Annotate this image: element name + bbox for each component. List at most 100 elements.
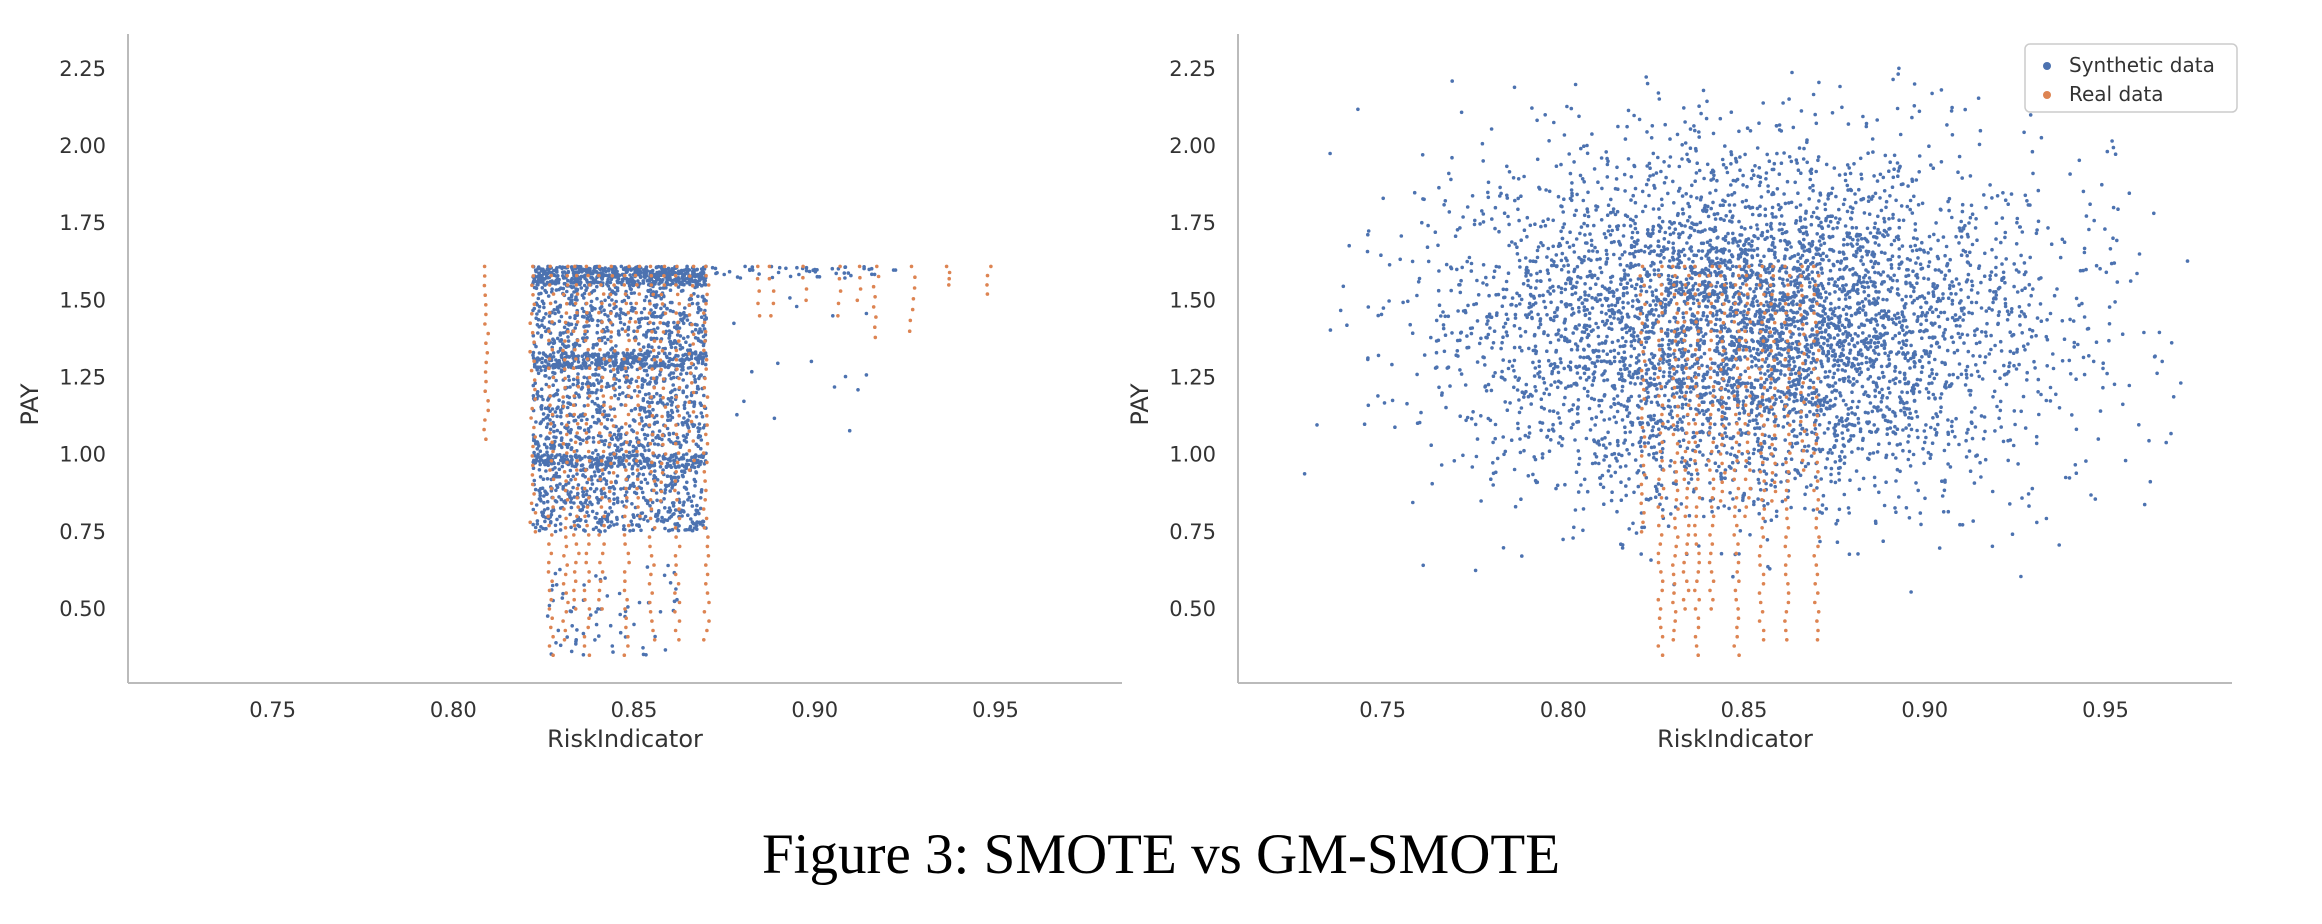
real-point (550, 440, 554, 445)
synthetic-point (1835, 518, 1840, 523)
synthetic-point (1585, 151, 1590, 156)
real-point (858, 287, 863, 291)
real-point (572, 449, 577, 454)
synthetic-point (586, 514, 591, 518)
real-point (574, 560, 578, 565)
synthetic-point (2137, 423, 2141, 427)
real-point (687, 303, 692, 308)
synthetic-point (2098, 409, 2103, 413)
synthetic-point (540, 286, 545, 290)
synthetic-point (1605, 378, 1610, 382)
synthetic-point (1830, 111, 1835, 115)
synthetic-point (558, 528, 563, 532)
real-point (703, 329, 708, 334)
real-point (703, 339, 707, 343)
synthetic-point (681, 321, 686, 326)
synthetic-point (673, 475, 678, 480)
synthetic-point (608, 280, 613, 285)
synthetic-point (613, 381, 617, 386)
real-point (550, 616, 554, 620)
real-point (600, 329, 604, 334)
synthetic-point (1747, 307, 1751, 312)
synthetic-point (646, 328, 651, 333)
synthetic-point (581, 493, 585, 498)
synthetic-point (1697, 411, 1702, 415)
synthetic-point (1483, 363, 1487, 367)
synthetic-point (1853, 412, 1857, 416)
synthetic-point (687, 527, 691, 532)
real-point (561, 404, 566, 409)
synthetic-point (2017, 362, 2021, 367)
synthetic-point (1546, 289, 1550, 294)
real-point (689, 361, 694, 366)
real-point (547, 588, 552, 593)
synthetic-point (1854, 200, 1858, 205)
synthetic-point (553, 571, 558, 576)
synthetic-point (658, 394, 663, 398)
real-point (547, 523, 551, 528)
synthetic-point (603, 329, 607, 334)
synthetic-point (620, 500, 624, 504)
synthetic-point (1770, 205, 1775, 210)
synthetic-point (1995, 404, 1999, 409)
synthetic-point (1601, 349, 1606, 353)
synthetic-point (1821, 251, 1825, 256)
synthetic-point (618, 307, 623, 312)
synthetic-point (2017, 225, 2022, 229)
synthetic-point (577, 454, 582, 459)
synthetic-point (1491, 341, 1496, 345)
synthetic-point (647, 392, 651, 396)
synthetic-point (542, 316, 546, 320)
synthetic-point (1877, 243, 1881, 247)
synthetic-point (642, 459, 647, 463)
synthetic-point (1734, 159, 1738, 163)
synthetic-point (568, 301, 572, 306)
synthetic-point (1882, 346, 1887, 351)
synthetic-point (671, 431, 676, 436)
synthetic-point (681, 378, 685, 382)
synthetic-point (631, 481, 635, 486)
synthetic-point (663, 488, 668, 492)
synthetic-point (541, 397, 545, 402)
real-point (623, 579, 627, 583)
synthetic-point (693, 327, 698, 332)
synthetic-point (602, 442, 607, 447)
synthetic-point (621, 267, 626, 272)
synthetic-point (1821, 403, 1826, 408)
synthetic-point (1611, 294, 1616, 298)
real-point (626, 523, 631, 528)
real-point (598, 477, 602, 482)
synthetic-point (695, 267, 699, 272)
synthetic-point (538, 497, 542, 501)
synthetic-point (1448, 384, 1452, 388)
synthetic-point (542, 494, 546, 498)
synthetic-point (1968, 250, 1972, 255)
synthetic-point (595, 378, 599, 382)
real-point (550, 579, 554, 583)
synthetic-point (667, 351, 672, 356)
synthetic-point (1720, 353, 1725, 357)
real-point (626, 551, 631, 556)
synthetic-point (671, 375, 676, 380)
real-point (531, 444, 535, 449)
synthetic-point (1696, 249, 1701, 253)
synthetic-point (1667, 319, 1672, 324)
synthetic-point (624, 490, 629, 494)
synthetic-point (1793, 371, 1798, 376)
synthetic-point (1764, 472, 1769, 476)
synthetic-point (1773, 484, 1777, 489)
synthetic-point (1800, 385, 1804, 389)
synthetic-point (1965, 376, 1969, 380)
real-point (687, 448, 692, 453)
synthetic-point (569, 490, 573, 494)
synthetic-point (553, 281, 558, 286)
synthetic-point (539, 525, 543, 529)
synthetic-point (576, 491, 580, 496)
synthetic-point (1996, 322, 2000, 327)
real-point (566, 264, 570, 269)
synthetic-point (539, 333, 544, 338)
synthetic-point (1578, 355, 1583, 359)
synthetic-point (1939, 88, 1944, 92)
synthetic-point (1548, 340, 1553, 345)
real-point (565, 451, 569, 455)
